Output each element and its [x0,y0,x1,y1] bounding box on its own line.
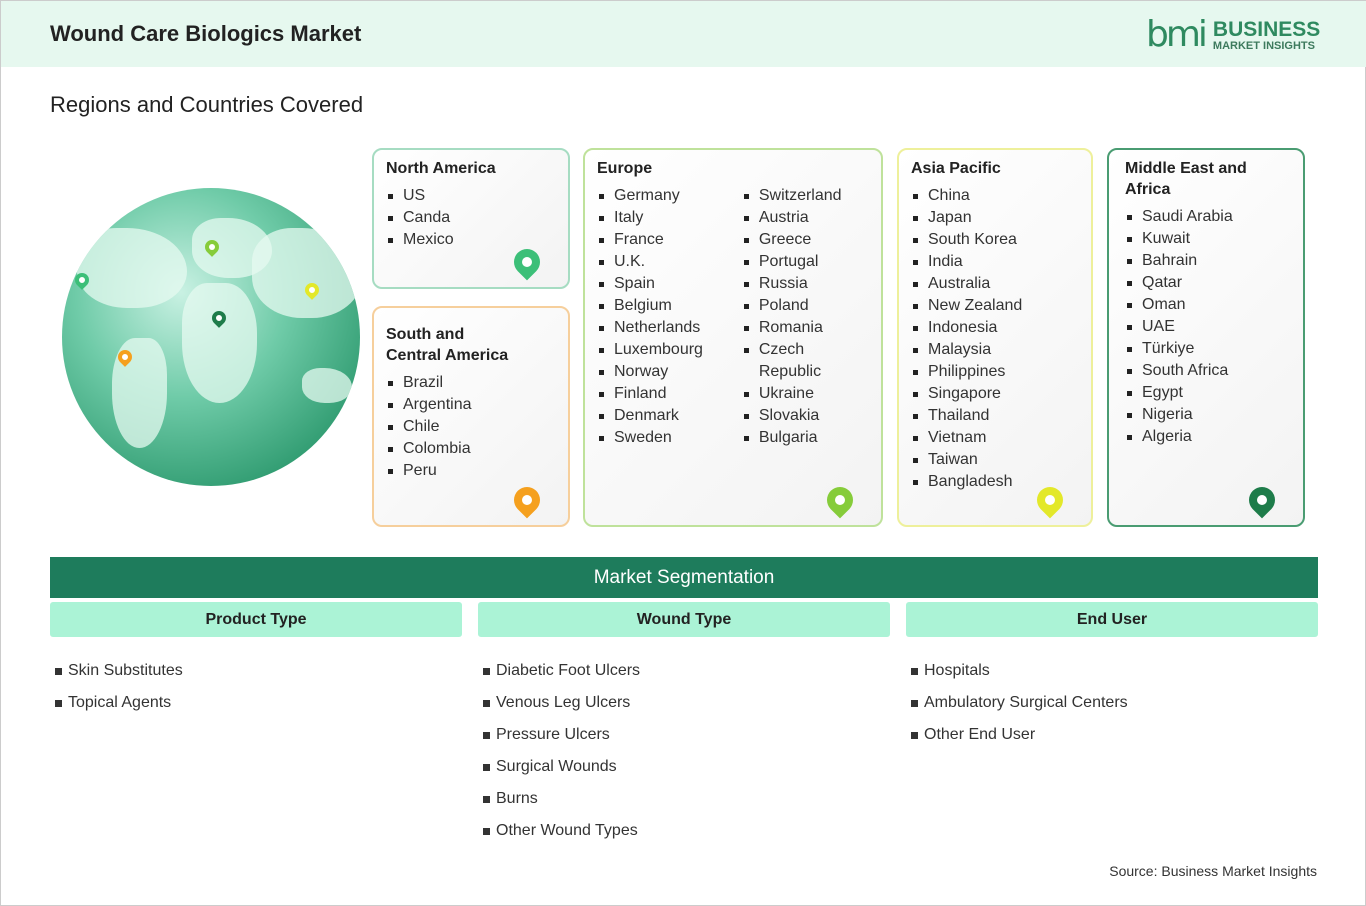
region-title: Middle East and Africa [1125,160,1247,198]
region-card-north-america: North America US Canda Mexico [372,148,570,289]
list-item: South Africa [1125,360,1291,382]
segment-header-wound-type: Wound Type [478,602,890,637]
list-item: Australia [911,273,1079,295]
country-item: Chile [386,416,556,438]
list-item: South Korea [911,229,1079,251]
list-item: Singapore [911,383,1079,405]
list-item: Germany [597,185,742,207]
list-item: Philippines [911,361,1079,383]
country-item: Mexico [386,229,556,251]
list-item: Malaysia [911,339,1079,361]
list-item: Oman [1125,294,1291,316]
region-card-asia-pacific: Asia Pacific China Japan South Korea India A… [897,148,1093,527]
list-item: Denmark [597,405,742,427]
list-item: Luxembourg [597,339,742,361]
list-item: Austria [742,207,869,229]
list-item: Belgium [597,295,742,317]
list-item: Venous Leg Ulcers [483,687,640,719]
logo-line1: BUSINESS [1212,17,1321,41]
list-item: Norway [597,361,742,383]
list-item: Egypt [1125,382,1291,404]
list-item: Surgical Wounds [483,751,640,783]
list-item: Other End User [911,719,1128,751]
list-item: Other Wound Types [483,815,640,847]
country-item: Colombia [386,438,556,460]
region-title-line1: South and [386,326,465,343]
list-item: Poland [742,295,869,317]
region-card-europe: Europe Germany Italy France U.K. Spain Belgiu… [583,148,883,527]
source-note: Source: Business Market Insights [1109,863,1317,879]
country-item: Argentina [386,394,556,416]
region-title: North America [386,160,496,177]
list-item: Thailand [911,405,1079,427]
segment-header-end-user: End User [906,602,1318,637]
list-item: Bangladesh [911,471,1079,493]
list-item: India [911,251,1079,273]
list-item: Switzerland [742,185,869,207]
country-item: Canda [386,207,556,229]
segmentation-title: Market Segmentation [50,557,1318,598]
list-item: Diabetic Foot Ulcers [483,655,640,687]
country-item: Peru [386,460,556,482]
list-item: Ukraine [742,383,869,405]
list-item: Burns [483,783,640,815]
region-card-mea: Middle East and Africa Saudi Arabia Kuwai… [1107,148,1305,527]
region-title-line2: Central America [386,347,509,364]
list-item: Topical Agents [55,687,183,719]
list-item: UAE [1125,316,1291,338]
list-item: Slovakia [742,405,869,427]
list-item: Pressure Ulcers [483,719,640,751]
list-item: Ambulatory Surgical Centers [911,687,1128,719]
list-item: Skin Substitutes [55,655,183,687]
list-item: Türkiye [1125,338,1291,360]
map-pin-icon [821,481,859,519]
list-item: Hospitals [911,655,1128,687]
list-item: Saudi Arabia [1125,206,1291,228]
list-item: Japan [911,207,1079,229]
country-item: US [386,185,556,207]
list-item: Portugal [742,251,869,273]
list-item: France [597,229,742,251]
list-item: Bulgaria [742,427,869,449]
list-item: Czech Republic [742,339,869,383]
list-item: Netherlands [597,317,742,339]
list-item: Taiwan [911,449,1079,471]
region-card-south-america: South and Central America Brazil Argenti… [372,306,570,527]
list-item: Italy [597,207,742,229]
region-title: Europe [597,160,653,177]
header-bar: Wound Care Biologics Market bmi BUSINESS… [1,1,1366,67]
map-pin-icon [508,481,546,519]
list-item: Russia [742,273,869,295]
list-item: Indonesia [911,317,1079,339]
list-item: Bahrain [1125,250,1291,272]
list-item: Nigeria [1125,404,1291,426]
list-item: China [911,185,1079,207]
list-item: Vietnam [911,427,1079,449]
list-item: Sweden [597,427,742,449]
map-pin-icon [1243,481,1281,519]
list-item: Greece [742,229,869,251]
list-item: U.K. [597,251,742,273]
page-title: Wound Care Biologics Market [50,21,362,46]
list-item: New Zealand [911,295,1079,317]
region-title: Asia Pacific [911,160,1001,177]
list-item: Romania [742,317,869,339]
logo: bmi BUSINESS MARKET INSIGHTS [1146,15,1320,55]
logo-line2: MARKET INSIGHTS [1212,39,1315,52]
country-item: Brazil [386,372,556,394]
list-item: Finland [597,383,742,405]
list-item: Algeria [1125,426,1291,448]
list-item: Kuwait [1125,228,1291,250]
globe-illustration [62,188,360,486]
section-subtitle: Regions and Countries Covered [50,92,364,117]
logo-mark: bmi [1146,14,1208,55]
list-item: Qatar [1125,272,1291,294]
segment-header-product-type: Product Type [50,602,462,637]
list-item: Spain [597,273,742,295]
